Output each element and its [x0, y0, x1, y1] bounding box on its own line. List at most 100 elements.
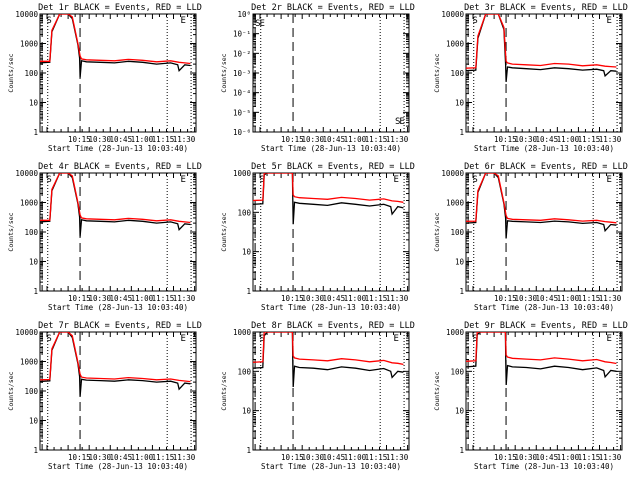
x-tick-label: 10:30 [301, 453, 324, 462]
x-tick-label: 11:00 [344, 294, 367, 303]
y-tick-label: 10000 [441, 169, 464, 178]
y-tick-label: 10⁻⁴ [233, 89, 251, 98]
region-label: S [46, 334, 51, 344]
x-tick-label: 10:45 [536, 135, 559, 144]
region-label: S [472, 334, 477, 344]
lld-series-line [466, 173, 617, 224]
region-label: E [607, 16, 612, 26]
x-axis-label: Start Time (28-Jun-13 10:03:40) [48, 462, 188, 471]
detector-panel-1: Det 1r BLACK = Events, RED = LLD 1 10 100 10… [7, 3, 202, 153]
y-tick-label: 1 [459, 128, 464, 137]
x-tick-label: 10:30 [88, 453, 111, 462]
x-tick-label: 11:15 [365, 453, 388, 462]
region-label: S [255, 19, 260, 29]
x-tick-label: 10:30 [301, 294, 324, 303]
detector-panel-6: Det 6r BLACK = Events, RED = LLD 1 10 100 10… [433, 162, 628, 312]
y-axis-label: Counts/sec [7, 212, 15, 251]
events-series-line [466, 173, 617, 239]
y-axis-label: Counts/sec [433, 371, 441, 410]
x-tick-label: 11:30 [173, 453, 196, 462]
x-tick-label: 10:15 [68, 453, 91, 462]
y-tick-label: 10 [242, 407, 252, 416]
x-tick-label: 10:45 [323, 294, 346, 303]
x-tick-label: 10:30 [514, 294, 537, 303]
detector-panel-8: Det 8r BLACK = Events, RED = LLD 1 10 100 10… [220, 321, 415, 471]
y-tick-label: 100 [450, 367, 464, 376]
x-tick-label: 11:15 [152, 294, 175, 303]
x-tick-label: 10:45 [110, 135, 133, 144]
y-tick-label: 100 [450, 228, 464, 237]
y-axis-label: Counts/sec [433, 212, 441, 251]
y-tick-label: 100 [24, 228, 38, 237]
region-label: E [394, 334, 399, 344]
x-tick-label: 10:30 [514, 135, 537, 144]
y-tick-label: 1000 [233, 328, 252, 337]
panel-title: Det 9r BLACK = Events, RED = LLD [464, 321, 628, 331]
events-series-line [253, 332, 404, 388]
x-tick-label: 10:45 [536, 294, 559, 303]
y-axis-label: Counts/sec [7, 371, 15, 410]
events-series-line [40, 14, 191, 78]
x-tick-label: 11:00 [344, 453, 367, 462]
lld-series-line [253, 173, 404, 203]
plot-frame [465, 172, 623, 292]
x-tick-label: 11:00 [131, 135, 154, 144]
x-tick-label: 11:00 [344, 135, 367, 144]
x-axis-label: Start Time (28-Jun-13 10:03:40) [261, 303, 401, 312]
detector-panel-9: Det 9r BLACK = Events, RED = LLD 1 10 100 10… [433, 321, 628, 471]
region-label: E [607, 175, 612, 185]
panel-title: Det 5r BLACK = Events, RED = LLD [251, 162, 415, 172]
x-tick-label: 11:15 [578, 453, 601, 462]
y-tick-label: 10⁻⁶ [233, 128, 251, 137]
x-tick-label: 10:45 [110, 294, 133, 303]
region-label: E [260, 19, 265, 29]
lld-series-line [40, 173, 191, 224]
region-label: S [472, 16, 477, 26]
x-tick-label: 10:15 [281, 135, 304, 144]
y-tick-label: 100 [237, 367, 251, 376]
y-tick-label: 10000 [15, 169, 38, 178]
x-axis-label: Start Time (28-Jun-13 10:03:40) [48, 303, 188, 312]
x-tick-label: 11:15 [152, 453, 175, 462]
x-tick-label: 11:00 [557, 453, 580, 462]
lld-series-line [466, 14, 617, 69]
y-tick-label: 10⁻⁵ [233, 108, 251, 117]
x-tick-label: 11:15 [365, 135, 388, 144]
y-tick-label: 10⁻² [233, 49, 251, 58]
y-tick-label: 1 [33, 287, 38, 296]
x-axis-label: Start Time (28-Jun-13 10:03:40) [48, 144, 188, 153]
x-tick-label: 10:45 [323, 135, 346, 144]
y-tick-label: 100 [24, 387, 38, 396]
x-tick-label: 11:00 [557, 294, 580, 303]
x-tick-label: 11:15 [578, 135, 601, 144]
x-tick-label: 11:30 [173, 294, 196, 303]
y-tick-label: 10000 [441, 10, 464, 19]
y-tick-label: 10⁰ [237, 10, 251, 19]
y-axis-label: Counts/sec [220, 212, 228, 251]
x-tick-label: 10:45 [110, 453, 133, 462]
plot-frame [252, 172, 410, 292]
y-tick-label: 1000 [446, 199, 465, 208]
x-tick-label: 11:30 [173, 135, 196, 144]
plot-frame [39, 172, 197, 292]
y-tick-label: 1 [246, 446, 251, 455]
y-tick-label: 10 [455, 99, 465, 108]
x-tick-label: 10:15 [68, 294, 91, 303]
panel-title: Det 3r BLACK = Events, RED = LLD [464, 3, 628, 13]
y-tick-label: 1000 [20, 40, 39, 49]
panel-title: Det 4r BLACK = Events, RED = LLD [38, 162, 202, 172]
region-label: S [46, 175, 51, 185]
y-tick-label: 1 [459, 287, 464, 296]
x-tick-label: 10:45 [536, 453, 559, 462]
x-tick-label: 10:30 [88, 294, 111, 303]
y-tick-label: 10 [29, 258, 39, 267]
events-series-line [253, 173, 404, 225]
events-series-line [40, 173, 191, 237]
y-tick-label: 10 [455, 407, 465, 416]
region-label: S [259, 175, 264, 185]
detector-panel-7: Det 7r BLACK = Events, RED = LLD 1 10 100 10… [7, 321, 202, 471]
detector-panel-2: Det 2r BLACK = Events, RED = LLD 10⁻⁶ 10⁻⁵… [220, 3, 415, 153]
y-tick-label: 100 [24, 69, 38, 78]
x-tick-label: 10:30 [301, 135, 324, 144]
